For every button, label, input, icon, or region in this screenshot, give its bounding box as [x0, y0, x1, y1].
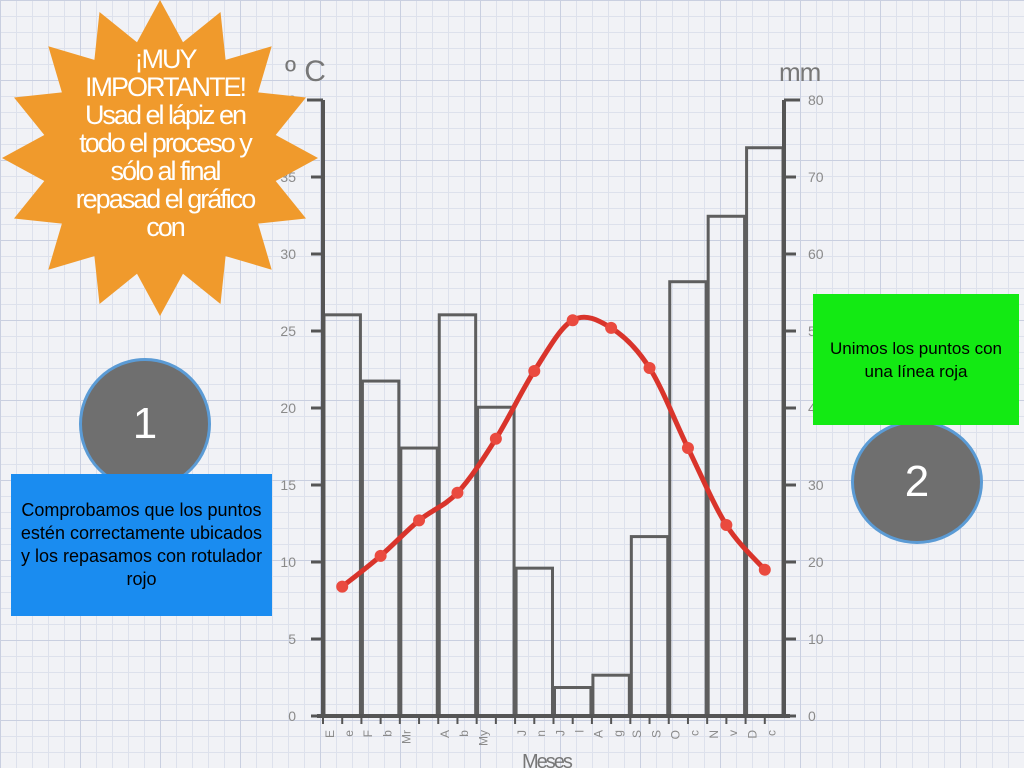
burst-line: repasad el gráfico: [75, 184, 257, 214]
precip-bar: [360, 379, 401, 718]
x-tick-label: J: [515, 730, 529, 736]
x-tick-label: n: [534, 730, 548, 737]
left-tick-label: 0: [288, 708, 296, 724]
temperature-point: [643, 361, 656, 374]
chart-axes: [307, 98, 800, 724]
precip-bar: [514, 566, 554, 718]
x-tick-label: S: [649, 730, 663, 738]
precip-bar: [437, 313, 478, 718]
right-tick-label: 0: [808, 708, 816, 724]
x-tick-label: O: [669, 730, 683, 739]
burst-line: todo el proceso y: [79, 128, 253, 158]
temperature-point: [336, 580, 349, 593]
temperature-point: [489, 432, 502, 445]
burst-line: ¡MUY: [134, 44, 198, 74]
left-tick-label: 15: [280, 477, 296, 493]
x-axis-label: Meses: [522, 751, 573, 768]
precip-bar: [553, 686, 593, 718]
precip-bar: [399, 446, 439, 718]
temperature-point: [681, 442, 694, 455]
temperature-line: [336, 314, 771, 593]
x-tick-label: b: [380, 730, 394, 737]
precip-bar: [668, 280, 708, 718]
left-tick-label: 20: [280, 400, 296, 416]
burst-line: IMPORTANTE!: [84, 72, 247, 102]
right-tick-label: 80: [808, 92, 824, 108]
x-tick-label: My: [476, 730, 490, 746]
x-tick-label: A: [438, 730, 452, 738]
temperature-point: [451, 486, 464, 499]
right-tick-label: 30: [808, 477, 824, 493]
left-tick-label: 10: [280, 554, 296, 570]
precip-bar: [476, 405, 516, 718]
x-tick-label: v: [726, 730, 740, 736]
step-1-note: Comprobamos que los puntos estén correct…: [11, 474, 272, 616]
x-tick-label: S: [630, 730, 644, 738]
step-2-badge: 2: [851, 420, 983, 544]
x-tick-label: E: [323, 730, 337, 738]
x-tick-label: J: [553, 730, 567, 736]
left-tick-label: 5: [288, 631, 296, 647]
x-tick-label: g: [611, 730, 625, 737]
x-tick-label: N: [707, 730, 721, 739]
burst-text: ¡MUY IMPORTANTE! Usad el lápiz en todo e…: [45, 45, 285, 241]
starburst-polygon: [2, 0, 318, 316]
precip-bar: [629, 535, 670, 718]
x-tick-label: F: [361, 730, 375, 737]
right-tick-label: 10: [808, 631, 824, 647]
x-tick-label: A: [592, 730, 606, 738]
temperature-point: [528, 365, 541, 378]
precipitation-bars: [322, 146, 785, 718]
x-tick-label: c: [765, 730, 779, 736]
x-tick-label: c: [688, 730, 702, 736]
step-1-badge: 1: [79, 358, 211, 490]
x-tick-label: l: [572, 730, 586, 733]
important-burst: ¡MUY IMPORTANTE! Usad el lápiz en todo e…: [0, 0, 320, 320]
step-2-note: Unimos los puntos con una línea roja: [813, 294, 1019, 425]
x-tick-label: e: [342, 730, 356, 737]
burst-line: con: [146, 212, 186, 242]
right-tick-label: 20: [808, 554, 824, 570]
x-tick-label: D: [745, 730, 759, 739]
temperature-curve: [339, 314, 768, 590]
precip-bar: [591, 673, 631, 718]
temperature-point: [605, 321, 618, 334]
temperature-point: [758, 563, 771, 576]
starburst-shape: [2, 0, 318, 316]
left-axis-label: º C: [285, 55, 326, 88]
right-tick-label: 60: [808, 246, 824, 262]
right-axis-label: mm: [779, 57, 820, 87]
temperature-point: [566, 314, 579, 327]
burst-line: sólo al final: [110, 156, 221, 186]
burst-line: Usad el lápiz en: [84, 100, 247, 130]
precip-bar: [745, 146, 785, 718]
left-tick-label: 30: [280, 246, 296, 262]
temperature-point: [413, 514, 426, 527]
precip-bar: [322, 313, 362, 718]
right-tick-label: 70: [808, 169, 824, 185]
temperature-point: [374, 549, 387, 562]
x-tick-label: b: [457, 730, 471, 737]
tick-labels: 051015202530354001020304050607080EeFbMrA…: [280, 92, 823, 746]
x-tick-label: Mr: [400, 730, 414, 744]
precip-bar: [706, 214, 747, 718]
temperature-point: [720, 519, 733, 532]
left-tick-label: 25: [280, 323, 296, 339]
